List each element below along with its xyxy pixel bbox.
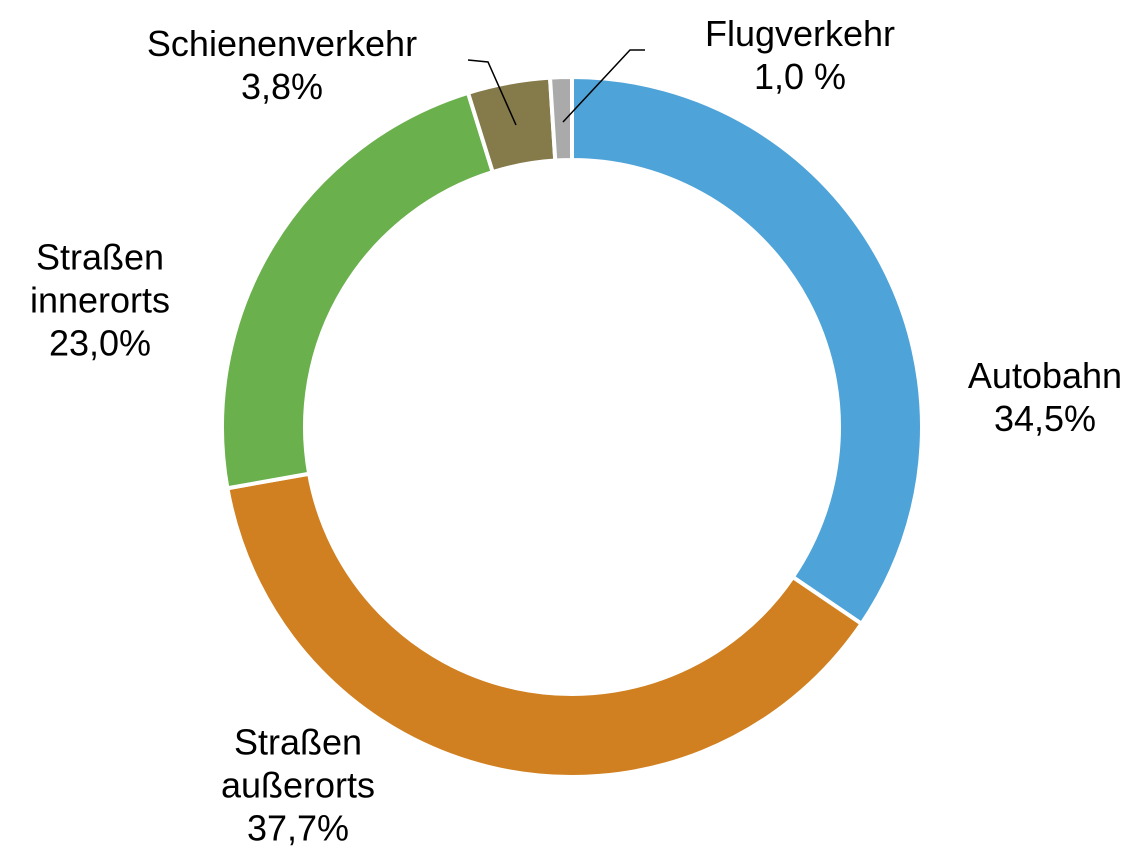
category-label: Straßen außerorts — [220, 721, 376, 806]
slice-label: Straßen innerorts 23,0% — [5, 236, 195, 365]
value-label: 1,0 % — [753, 56, 847, 97]
category-label: Straßen innerorts — [29, 236, 171, 321]
category-label: Flugverkehr — [704, 13, 896, 54]
slice-label: Schienenverkehr 3,8% — [132, 22, 432, 108]
donut-slice — [220, 90, 496, 491]
donut-slice — [570, 74, 924, 627]
donut — [220, 74, 924, 779]
category-label: Schienenverkehr — [146, 23, 418, 64]
donut-slice — [547, 74, 574, 163]
leader-line — [562, 49, 645, 123]
leader-line — [467, 59, 517, 126]
value-label: 23,0% — [48, 322, 152, 364]
donut-slice — [225, 471, 865, 779]
slice-label: Straßen außerorts 37,7% — [198, 721, 398, 850]
value-label: 34,5% — [993, 398, 1097, 439]
slice-label: Autobahn 34,5% — [935, 354, 1145, 440]
slice-label: Flugverkehr 1,0 % — [670, 12, 930, 98]
value-label: 3,8% — [240, 66, 324, 107]
category-label: Autobahn — [967, 355, 1123, 396]
value-label: 37,7% — [246, 807, 350, 849]
